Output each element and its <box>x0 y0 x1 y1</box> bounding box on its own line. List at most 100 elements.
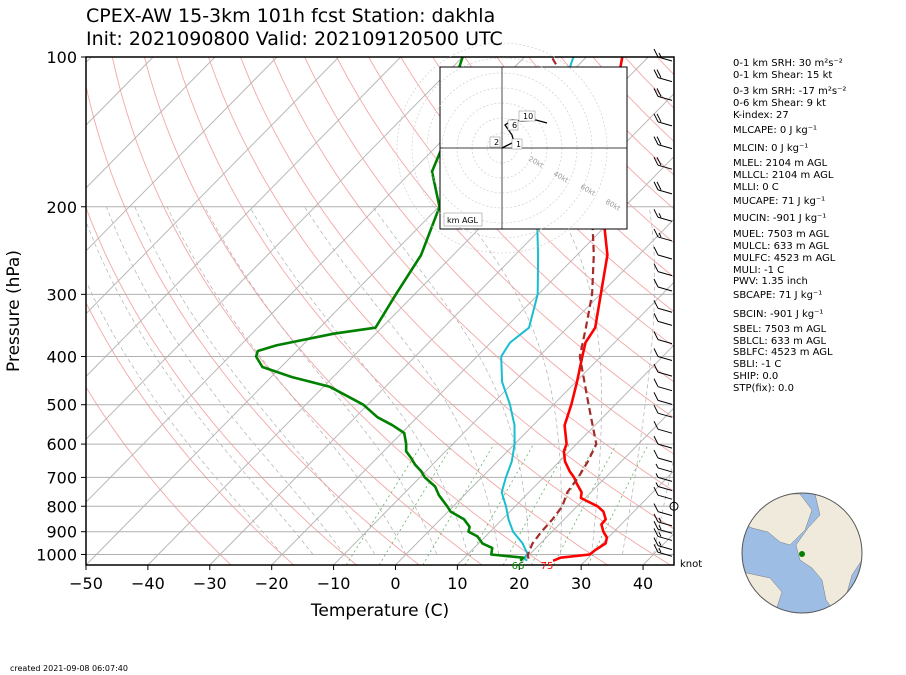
wind-barb-staff <box>657 286 673 292</box>
wind-barb-flag <box>653 113 659 123</box>
wind-barb-flag <box>653 313 659 322</box>
wind-barb <box>653 300 673 313</box>
dry-adiabat <box>272 57 674 492</box>
moist-adiabat <box>653 456 674 555</box>
wind-barb-staff <box>657 467 673 473</box>
wind-barb-flag <box>653 503 659 512</box>
dry-adiabat <box>304 57 674 455</box>
dry-adiabat <box>432 57 674 313</box>
wind-barb-flag <box>653 136 659 145</box>
index-line: SBCIN: -901 J kg⁻¹ <box>733 309 824 320</box>
globe-inset <box>741 492 863 614</box>
wind-barb <box>653 378 673 392</box>
x-tick-label: 0 <box>390 574 400 593</box>
wind-barb-half-flag <box>655 482 659 487</box>
wind-barb <box>655 473 673 482</box>
index-line: SBLI: -1 C <box>733 359 782 370</box>
wind-barb-half-flag <box>658 213 662 218</box>
hodograph-height-label: 6 <box>512 121 517 130</box>
wind-barb <box>653 69 673 83</box>
temperature-line <box>552 57 624 562</box>
wind-barb-flag <box>653 228 659 238</box>
mixing-ratio-line <box>502 443 570 565</box>
index-line: MLLCL: 2104 m AGL <box>733 170 834 181</box>
y-tick-label: 300 <box>46 285 77 304</box>
profile-lines <box>254 57 624 562</box>
x-axis-label: Temperature (C) <box>310 601 449 621</box>
wind-barb-calm <box>669 501 679 511</box>
wind-barb-staff <box>657 121 673 127</box>
globe-outline <box>741 492 863 614</box>
index-line: SBLCL: 633 m AGL <box>733 336 827 347</box>
wind-barb <box>653 513 673 527</box>
wind-barb-flag <box>653 88 659 97</box>
wind-barb-staff <box>657 535 673 541</box>
hodograph-height-label: 2 <box>494 138 499 147</box>
wind-barb <box>653 435 673 449</box>
wind-barb-staff <box>657 77 673 83</box>
index-line: 0-1 km Shear: 15 kt <box>733 70 833 81</box>
wind-barb <box>653 331 673 345</box>
moist-adiabat <box>86 280 283 555</box>
wind-barb-staff <box>657 164 673 170</box>
wind-barb-staff <box>657 551 673 557</box>
wind-barb <box>653 503 673 517</box>
wind-barb-flag <box>653 278 659 288</box>
wind-barb <box>653 544 673 557</box>
wind-barb-flag <box>653 544 659 553</box>
wind-barb-staff <box>657 356 673 361</box>
wind-barb-staff <box>657 476 673 482</box>
wind-barb <box>653 420 673 434</box>
wind-barb-staff <box>657 386 673 392</box>
hodograph-height-label: 10 <box>523 112 533 121</box>
isotherm <box>518 407 674 565</box>
wind-barb-staff <box>657 216 673 222</box>
dry-adiabat <box>817 57 906 565</box>
isotherm <box>86 57 216 189</box>
dry-adiabat <box>336 57 674 419</box>
wind-barb <box>653 521 673 534</box>
hodograph-height-box <box>507 119 519 131</box>
wind-barb-staff <box>657 443 673 449</box>
wind-barb-half-flag <box>655 473 659 478</box>
index-line: MLCAPE: 0 J kg⁻¹ <box>733 125 818 136</box>
isotherm <box>86 57 278 252</box>
wind-barb <box>653 537 673 551</box>
dry-adiabat <box>86 301 295 565</box>
dry-adiabat <box>464 57 674 278</box>
wind-barb <box>653 48 673 62</box>
index-line: MLCIN: 0 J kg⁻¹ <box>733 143 809 154</box>
y-axis-label: Pressure (hPa) <box>4 250 24 372</box>
index-line: MULI: -1 C <box>733 265 785 276</box>
wind-barb <box>653 181 673 195</box>
wind-barb-staff <box>657 236 673 242</box>
index-line: MUCIN: -901 J kg⁻¹ <box>733 213 827 224</box>
wind-barb-flag <box>653 363 659 373</box>
index-line: MULFC: 4523 m AGL <box>733 253 836 264</box>
wind-barb-flag <box>653 513 659 523</box>
wind-barb-flag <box>653 435 659 445</box>
y-tick-label: 700 <box>46 468 77 487</box>
x-tick-label: −10 <box>317 574 351 593</box>
wind-barb <box>653 486 673 500</box>
y-tick-label: 900 <box>46 523 77 542</box>
surface-temperature-label: 75 <box>541 561 554 572</box>
moist-adiabat <box>134 206 376 555</box>
wind-barb-staff <box>657 254 673 260</box>
wind-barb <box>655 463 673 473</box>
dry-adiabat <box>400 57 674 348</box>
wind-barb <box>653 363 673 377</box>
wind-barb <box>653 136 673 150</box>
wind-barb-staff <box>657 457 673 463</box>
y-tick-label: 800 <box>46 497 77 516</box>
wind-barb <box>653 88 673 101</box>
wind-barb <box>653 528 673 541</box>
wind-barb-staff <box>657 511 673 517</box>
y-tick-label: 1000 <box>36 545 77 564</box>
wind-barb-staff <box>657 545 673 551</box>
wind-barb-flag <box>653 521 659 530</box>
wind-barb-flag <box>656 181 662 191</box>
created-timestamp: created 2021-09-08 06:07:40 <box>10 664 128 673</box>
